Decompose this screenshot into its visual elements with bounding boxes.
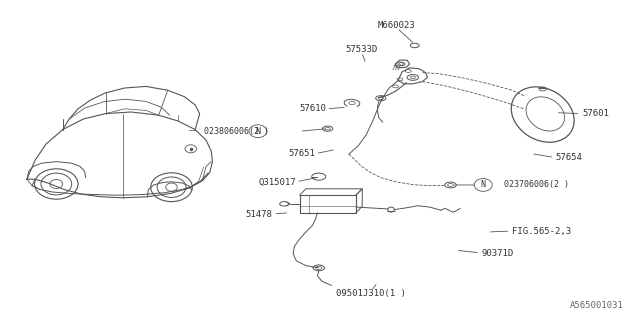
- Text: 57601: 57601: [582, 109, 609, 118]
- Text: Q315017: Q315017: [259, 178, 296, 187]
- Text: A565001031: A565001031: [570, 301, 624, 310]
- Text: 57610: 57610: [300, 104, 326, 113]
- Text: N: N: [255, 127, 260, 136]
- Text: 57651: 57651: [288, 149, 315, 158]
- Text: 57533D: 57533D: [346, 45, 378, 54]
- Text: M660023: M660023: [378, 21, 415, 30]
- Text: 90371D: 90371D: [482, 249, 514, 258]
- Text: 023706006(2 ): 023706006(2 ): [504, 180, 570, 189]
- Text: 023806006(2 ): 023806006(2 ): [204, 127, 269, 136]
- Text: 09501J310(1 ): 09501J310(1 ): [336, 289, 406, 298]
- Text: N: N: [481, 180, 486, 189]
- Text: FIG.565-2,3: FIG.565-2,3: [512, 227, 571, 236]
- Text: 57654: 57654: [556, 153, 582, 162]
- Text: 51478: 51478: [246, 210, 273, 219]
